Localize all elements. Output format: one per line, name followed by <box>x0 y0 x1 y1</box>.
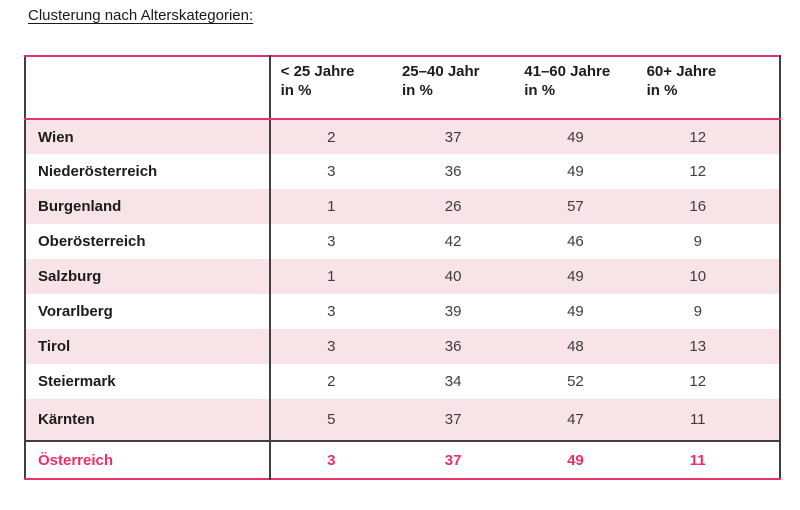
page-title: Clusterung nach Alterskategorien: <box>28 7 254 24</box>
filler-cell <box>759 364 780 399</box>
column-header-60-plus: 60+ Jahre in % <box>636 56 759 120</box>
cell-value: 49 <box>514 119 637 154</box>
column-header-line1: 41–60 Jahre <box>524 63 611 80</box>
cell-value: 3 <box>327 303 336 320</box>
column-header-line2: in % <box>646 82 678 99</box>
column-header-under-25: < 25 Jahre in % <box>269 56 392 120</box>
cell-value: 49 <box>567 303 584 320</box>
column-header-line1: 60+ Jahre <box>646 63 717 80</box>
total-cell-value: 11 <box>636 440 759 479</box>
cell-value: 34 <box>444 373 462 390</box>
table-row-salzburg: Salzburg 1 40 49 10 <box>25 259 780 294</box>
cell-value: 36 <box>444 163 462 180</box>
filler-cell <box>759 294 780 329</box>
column-header-line2: in % <box>524 82 556 99</box>
cell-value: 47 <box>514 399 637 441</box>
cell-value: 3 <box>327 163 336 180</box>
cell-value: 3 <box>327 233 336 250</box>
row-label: Salzburg <box>25 259 271 294</box>
row-label: Wien <box>25 119 271 154</box>
cell-value: 1 <box>269 259 392 294</box>
age-clustering-table: < 25 Jahre in % 25–40 Jahr in % 41–60 Ja… <box>24 55 781 480</box>
table-row-vorarlberg: Vorarlberg 3 39 49 9 <box>25 294 780 329</box>
column-header-line1: < 25 Jahre <box>280 63 355 80</box>
table-row-oesterreich-total: Österreich 3 37 49 11 <box>25 440 780 479</box>
table-row-wien: Wien 2 37 49 12 <box>25 119 780 154</box>
cell-value: 12 <box>689 373 707 390</box>
cell-value: 11 <box>636 399 759 441</box>
filler-cell <box>759 154 780 189</box>
total-cell-value: 3 <box>269 440 392 479</box>
row-label: Oberösterreich <box>25 224 271 259</box>
total-cell-value: 37 <box>391 440 515 479</box>
row-label: Steiermark <box>25 364 271 399</box>
header-filler-cell <box>758 56 780 120</box>
cell-value: 42 <box>444 233 462 250</box>
column-header-line2: in % <box>401 82 433 99</box>
cell-value: 13 <box>636 329 759 364</box>
table-row-kaernten: Kärnten 5 37 47 11 <box>25 399 780 441</box>
cell-value: 5 <box>269 399 392 441</box>
cell-value: 26 <box>391 189 515 224</box>
cell-value: 36 <box>391 329 515 364</box>
corner-cell <box>25 56 271 120</box>
column-header-line1: 25–40 Jahr <box>401 63 480 80</box>
table-row-tirol: Tirol 3 36 48 13 <box>25 329 780 364</box>
column-header-41-60: 41–60 Jahre in % <box>514 56 637 120</box>
cell-value: 12 <box>689 163 707 180</box>
filler-cell <box>758 329 780 364</box>
cell-value: 2 <box>327 373 336 390</box>
cell-value: 37 <box>391 119 515 154</box>
filler-cell <box>758 259 780 294</box>
cell-value: 39 <box>444 303 462 320</box>
table-row-niederoesterreich: Niederösterreich 3 36 49 12 <box>25 154 780 189</box>
filler-cell <box>758 119 780 154</box>
cell-value: 48 <box>514 329 637 364</box>
filler-cell <box>758 440 780 479</box>
total-row-label: Österreich <box>25 440 271 479</box>
row-label: Tirol <box>25 329 271 364</box>
column-header-25-40: 25–40 Jahr in % <box>391 56 515 120</box>
row-label: Niederösterreich <box>25 154 271 189</box>
cell-value: 52 <box>567 373 584 390</box>
column-header-line2: in % <box>280 82 312 99</box>
cell-value: 37 <box>391 399 515 441</box>
cell-value: 46 <box>567 233 584 250</box>
filler-cell <box>758 399 780 441</box>
row-label: Burgenland <box>25 189 271 224</box>
cell-value: 1 <box>269 189 392 224</box>
cell-value: 3 <box>269 329 392 364</box>
cell-value: 12 <box>636 119 759 154</box>
cell-value: 9 <box>693 303 702 320</box>
cell-value: 9 <box>693 233 702 250</box>
row-label: Vorarlberg <box>25 294 271 329</box>
cell-value: 10 <box>636 259 759 294</box>
table-header-row: < 25 Jahre in % 25–40 Jahr in % 41–60 Ja… <box>25 56 780 120</box>
table-row-burgenland: Burgenland 1 26 57 16 <box>25 189 780 224</box>
cell-value: 57 <box>514 189 637 224</box>
cell-value: 49 <box>514 259 637 294</box>
cell-value: 40 <box>391 259 515 294</box>
filler-cell <box>758 189 780 224</box>
cell-value: 2 <box>269 119 392 154</box>
total-cell-value: 49 <box>514 440 637 479</box>
filler-cell <box>759 224 780 259</box>
table-row-steiermark: Steiermark 2 34 52 12 <box>25 364 780 399</box>
table-row-oberoesterreich: Oberösterreich 3 42 46 9 <box>25 224 780 259</box>
row-label: Kärnten <box>25 399 271 441</box>
cell-value: 16 <box>636 189 759 224</box>
cell-value: 49 <box>567 163 584 180</box>
